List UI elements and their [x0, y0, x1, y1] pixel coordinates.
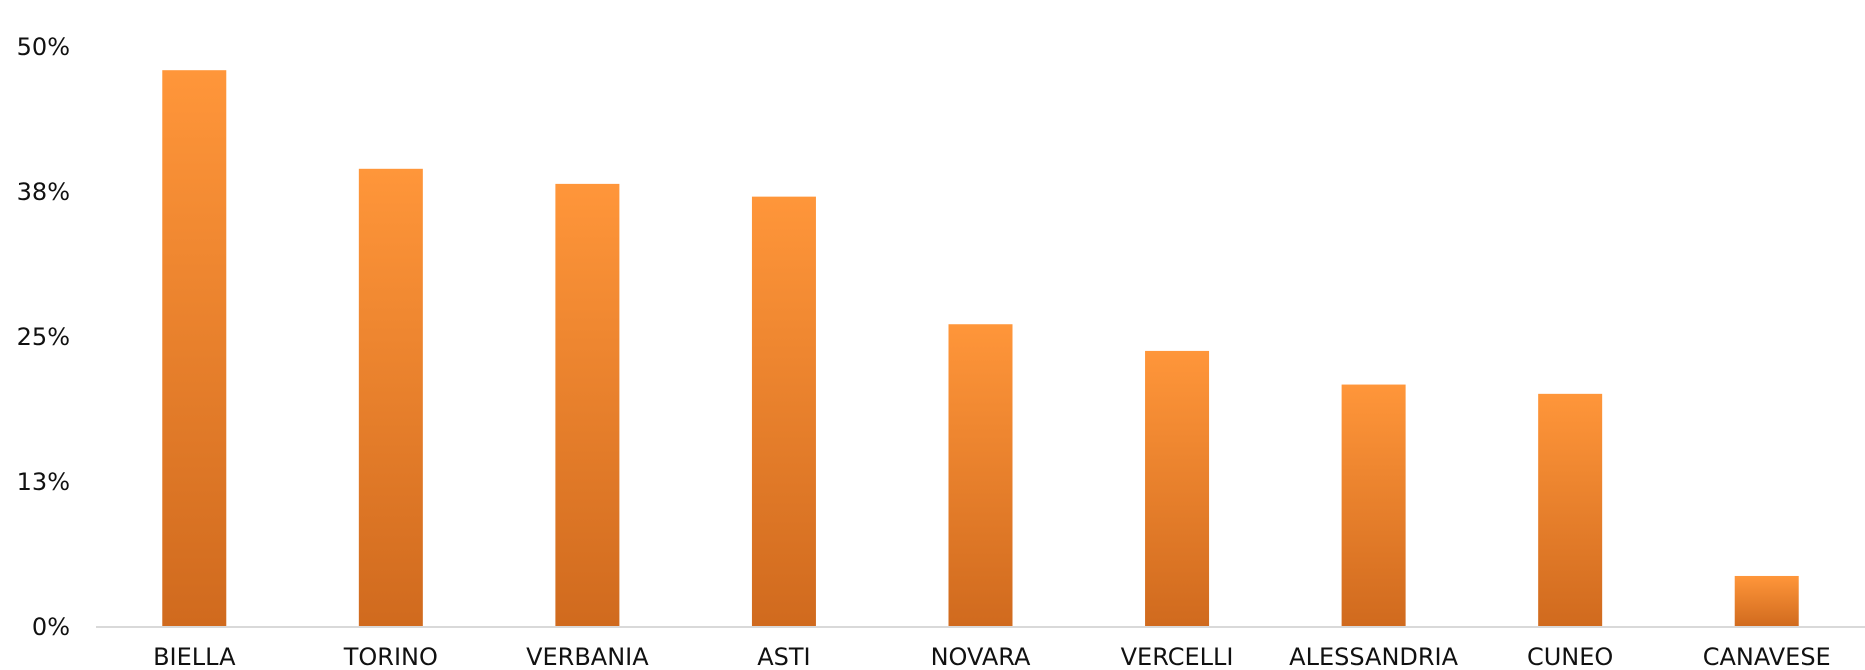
x-axis-category-labels: BIELLA TORINO VERBANIA ASTI NOVARA VERCELLI AL…	[153, 643, 1831, 670]
bar-canavese	[1734, 575, 1799, 627]
bar-verbania	[555, 183, 620, 627]
x-category-label: ALESSANDRIA	[1289, 643, 1458, 670]
bar-cuneo	[1538, 393, 1603, 627]
x-category-label: ASTI	[757, 643, 810, 670]
bar-torino	[358, 168, 423, 628]
x-category-label: CANAVESE	[1703, 643, 1831, 670]
y-tick-label: 50%	[17, 33, 70, 61]
bar-vercelli	[1145, 350, 1210, 627]
x-category-label: VERCELLI	[1121, 643, 1234, 670]
bars	[162, 70, 1799, 628]
bar-novara	[948, 324, 1013, 627]
x-category-label: NOVARA	[931, 643, 1031, 670]
x-category-label: VERBANIA	[526, 643, 649, 670]
x-category-label: TORINO	[343, 643, 438, 670]
x-category-label: BIELLA	[153, 643, 236, 670]
bar-alessandria	[1341, 384, 1406, 627]
y-tick-label: 25%	[17, 323, 70, 351]
bar-asti	[751, 196, 816, 627]
y-tick-label: 13%	[17, 468, 70, 496]
bar-biella	[162, 70, 227, 627]
y-tick-label: 38%	[17, 178, 70, 206]
y-axis-tick-labels: 0% 13% 25% 38% 50%	[17, 33, 70, 641]
y-tick-label: 0%	[32, 613, 70, 641]
x-category-label: CUNEO	[1527, 643, 1613, 670]
